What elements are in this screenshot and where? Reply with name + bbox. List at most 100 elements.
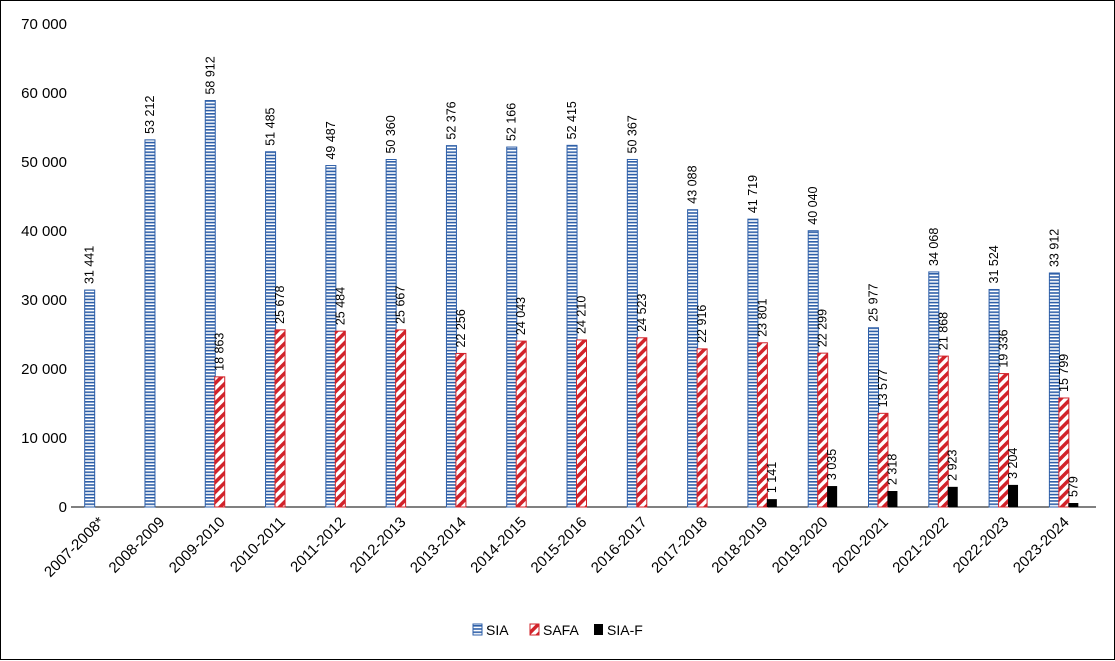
legend-label: SIA-F — [607, 622, 643, 638]
y-axis: 0 10 000 20 000 30 000 40 000 50 000 60 000 70 … — [21, 16, 67, 516]
bar-sia — [325, 165, 337, 508]
data-label: 2 318 — [885, 454, 899, 485]
x-tick-label: 2023-2024 — [1010, 514, 1073, 577]
bar-safa — [998, 373, 1010, 508]
bar-safa — [696, 348, 708, 508]
bar-sia — [928, 271, 940, 508]
x-tick-label: 2012-2013 — [347, 514, 410, 577]
bar-sia — [807, 230, 819, 508]
x-tick-label: 2011-2012 — [287, 514, 349, 576]
x-tick-label: 2020-2021 — [829, 514, 892, 577]
data-label: 23 801 — [755, 298, 769, 336]
legend-label: SAFA — [543, 622, 579, 638]
bar-safa — [515, 340, 527, 508]
x-tick-label: 2013-2014 — [407, 514, 470, 577]
data-label: 24 210 — [575, 296, 589, 334]
bar-sia-f — [766, 499, 777, 507]
data-label: 24 523 — [635, 294, 649, 332]
bar-sia — [1048, 272, 1060, 508]
data-label: 31 524 — [987, 245, 1001, 283]
data-label: 25 678 — [273, 286, 287, 324]
bar-safa — [455, 352, 467, 508]
legend-swatch-sia-f — [594, 624, 603, 635]
bar-safa — [274, 329, 286, 508]
bar-sia — [265, 151, 277, 508]
bar-sia-f — [827, 486, 838, 507]
data-label: 24 043 — [514, 297, 528, 335]
data-label: 25 977 — [867, 283, 881, 321]
x-tick-label: 2019-2020 — [769, 514, 832, 577]
bar-sia — [868, 327, 879, 508]
data-label: 18 863 — [213, 333, 227, 371]
x-tick-label: 2007-2008* — [41, 514, 108, 581]
y-tick-label: 0 — [59, 499, 67, 516]
x-axis: 2007-2008*2008-20092009-20102010-2011201… — [41, 514, 1073, 581]
bar-sia-f — [1068, 503, 1079, 507]
y-tick-label: 10 000 — [21, 430, 67, 447]
bar-sia-f — [947, 486, 958, 507]
legend: SIA SAFA SIA-F — [472, 622, 643, 638]
bar-safa — [576, 339, 587, 508]
data-label: 52 166 — [505, 103, 519, 141]
data-label: 13 577 — [876, 369, 890, 407]
data-label: 21 868 — [936, 312, 950, 350]
bar-safa — [877, 412, 889, 508]
bar-sia-f — [1008, 484, 1019, 507]
x-tick-label: 2010-2011 — [227, 514, 289, 576]
bar-sia — [988, 288, 1000, 508]
data-label: 49 487 — [324, 121, 338, 159]
y-tick-label: 40 000 — [21, 223, 67, 240]
data-label: 41 719 — [746, 175, 760, 213]
legend-swatch-safa — [529, 623, 540, 636]
bar-sia — [445, 145, 457, 508]
x-tick-label: 2008-2009 — [106, 514, 169, 577]
x-tick-label: 2021-2022 — [889, 514, 952, 577]
bar-safa — [756, 342, 768, 508]
y-tick-label: 50 000 — [21, 154, 67, 171]
bar-sia — [385, 159, 397, 508]
x-tick-label: 2016-2017 — [588, 514, 651, 577]
bar-safa — [334, 330, 346, 508]
y-tick-label: 30 000 — [21, 292, 67, 309]
data-label: 25 667 — [394, 286, 408, 324]
bar-sia — [747, 218, 759, 508]
bar-sia — [204, 100, 216, 508]
data-label: 51 485 — [264, 107, 278, 145]
data-label: 53 212 — [143, 96, 157, 134]
data-label: 22 256 — [454, 309, 468, 347]
data-label: 34 068 — [927, 228, 941, 266]
data-label: 2 923 — [946, 450, 960, 481]
data-label: 3 204 — [1006, 448, 1020, 479]
bar-sia-f — [887, 491, 898, 507]
data-label: 579 — [1066, 476, 1080, 497]
bar-safa — [1058, 397, 1070, 508]
data-label: 52 415 — [565, 101, 579, 139]
data-label: 43 088 — [686, 165, 700, 203]
bar-safa — [395, 329, 407, 508]
data-label: 33 912 — [1047, 229, 1061, 267]
data-label: 50 367 — [625, 115, 639, 153]
data-label: 3 035 — [825, 449, 839, 480]
data-label: 40 040 — [806, 186, 820, 224]
data-label: 52 376 — [444, 101, 458, 139]
bar-safa — [636, 337, 648, 508]
bar-sia — [84, 289, 96, 508]
legend-swatch-sia — [472, 623, 483, 636]
bar-sia — [687, 209, 699, 508]
bar-sia — [626, 158, 638, 508]
x-tick-label: 2014-2015 — [467, 514, 530, 577]
data-label: 15 799 — [1057, 354, 1071, 392]
x-tick-label: 2022-2023 — [950, 514, 1013, 577]
data-label: 1 141 — [765, 462, 779, 493]
bar-sia — [144, 139, 156, 508]
bar-safa — [817, 352, 829, 508]
x-tick-label: 2017-2018 — [648, 514, 711, 577]
data-label: 22 299 — [816, 309, 830, 347]
bar-safa — [214, 376, 226, 508]
data-label: 19 336 — [997, 329, 1011, 367]
bar-sia — [506, 146, 518, 508]
bar-sia — [566, 144, 578, 508]
y-tick-label: 70 000 — [21, 16, 67, 33]
